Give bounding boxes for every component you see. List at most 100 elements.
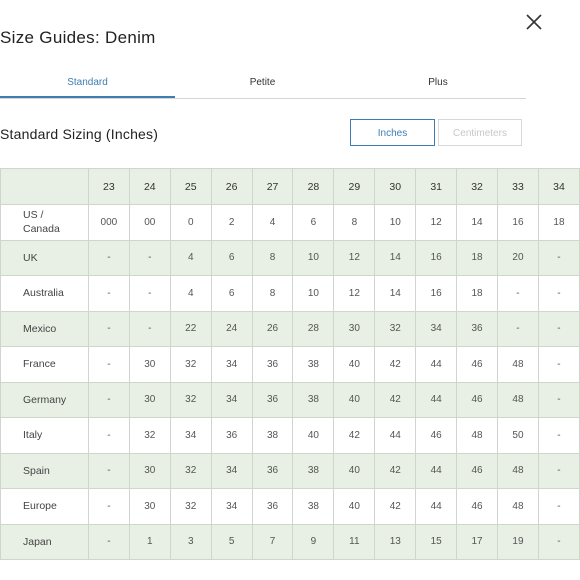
table-row: Europe -30 32 34 36 38 40 42 44 46 48- — [0, 488, 580, 525]
table-cell: - — [87, 523, 130, 560]
row-label-text: Japan — [23, 535, 52, 548]
inches-button[interactable]: Inches — [350, 119, 435, 146]
table-cell: 46 — [456, 346, 499, 383]
row-label: Spain — [0, 452, 89, 489]
table-header-size: 31 — [415, 168, 458, 205]
close-icon — [526, 14, 542, 30]
table-cell: - — [128, 239, 171, 276]
table-cell: 10 — [374, 204, 417, 241]
table-cell: 50 — [497, 417, 539, 454]
table-cell: 32 — [169, 346, 212, 383]
table-cell: 44 — [415, 488, 458, 525]
table-cell: - — [87, 452, 130, 489]
table-cell: - — [537, 417, 580, 454]
table-cell: 38 — [292, 452, 335, 489]
table-cell: - — [87, 488, 130, 525]
table-cell: 18 — [456, 275, 499, 312]
tab-petite[interactable]: Petite — [249, 77, 276, 88]
table-cell: 0 — [169, 204, 212, 241]
table-cell: 26 — [251, 310, 294, 347]
table-cell: 36 — [210, 417, 253, 454]
table-row: Mexico - -22 24 26 28 30 32 34 36- - — [0, 310, 580, 347]
row-label-text: Spain — [23, 464, 50, 477]
table-cell: 48 — [497, 452, 539, 489]
table-row: US / Canada 000 00 0 2 4 6 8 10 12 14 16 18 — [0, 204, 580, 241]
table-cell: - — [537, 523, 580, 560]
table-header-size: 25 — [169, 168, 212, 205]
table-cell: 12 — [333, 275, 376, 312]
row-label-text: Europe — [23, 500, 57, 513]
table-cell: - — [537, 275, 580, 312]
row-label-text: France — [23, 358, 56, 371]
table-cell: - — [537, 239, 580, 276]
table-cell: 13 — [374, 523, 417, 560]
table-cell: 4 — [169, 239, 212, 276]
table-row: UK - -4 6 8 10 12 14 16 18 20- — [0, 239, 580, 276]
row-label-text: Germany — [23, 393, 67, 406]
table-cell: 4 — [251, 204, 294, 241]
table-cell: 4 — [169, 275, 212, 312]
table-header-size: 24 — [128, 168, 171, 205]
table-cell: 32 — [128, 417, 171, 454]
table-cell: - — [537, 381, 580, 418]
table-cell: 48 — [497, 488, 539, 525]
table-cell: 14 — [374, 275, 417, 312]
table-cell: 7 — [251, 523, 294, 560]
table-cell: 20 — [497, 239, 539, 276]
section-title: Standard Sizing (Inches) — [0, 126, 159, 142]
table-cell: 46 — [456, 488, 499, 525]
table-header-size: 26 — [210, 168, 253, 205]
table-cell: 46 — [415, 417, 458, 454]
table-cell: 17 — [456, 523, 499, 560]
table-header-size: 23 — [87, 168, 130, 205]
table-cell: 40 — [333, 346, 376, 383]
table-cell: 32 — [169, 452, 212, 489]
row-label: Italy — [0, 417, 89, 454]
table-cell: 28 — [292, 310, 335, 347]
tab-standard[interactable]: Standard — [0, 74, 175, 98]
close-button[interactable] — [522, 10, 546, 34]
table-cell: 30 — [128, 488, 171, 525]
table-cell: 16 — [415, 275, 458, 312]
table-cell: 44 — [415, 346, 458, 383]
table-cell: 48 — [497, 346, 539, 383]
table-header-size: 28 — [292, 168, 335, 205]
centimeters-button[interactable]: Centimeters — [438, 119, 522, 146]
row-label-text: Australia — [23, 287, 64, 300]
table-header-size: 33 — [497, 168, 539, 205]
table-cell: 16 — [415, 239, 458, 276]
table-cell: 38 — [292, 346, 335, 383]
row-label: France — [0, 346, 89, 383]
row-label: Japan — [0, 523, 89, 560]
table-cell: - — [537, 346, 580, 383]
table-cell: 42 — [374, 452, 417, 489]
table-cell: 34 — [415, 310, 458, 347]
table-row: Japan -1 3 5 7 9 11 13 15 17 19- — [0, 523, 580, 560]
table-cell: 11 — [333, 523, 376, 560]
table-cell: 1 — [128, 523, 171, 560]
tab-plus[interactable]: Plus — [428, 77, 448, 88]
table-cell: 6 — [210, 275, 253, 312]
table-cell: 48 — [456, 417, 499, 454]
size-tabs: Standard Petite Plus — [0, 74, 526, 99]
table-cell: 14 — [456, 204, 499, 241]
table-cell: 40 — [292, 417, 335, 454]
table-cell: 24 — [210, 310, 253, 347]
table-cell: 44 — [415, 452, 458, 489]
table-cell: 14 — [374, 239, 417, 276]
table-cell: 5 — [210, 523, 253, 560]
table-header-size: 29 — [333, 168, 376, 205]
table-cell: 38 — [292, 488, 335, 525]
row-label: UK — [0, 239, 89, 276]
table-cell: 44 — [374, 417, 417, 454]
row-label-text: Mexico — [23, 322, 57, 335]
row-label: Mexico — [0, 310, 89, 347]
table-cell: - — [87, 275, 130, 312]
table-cell: 8 — [251, 275, 294, 312]
table-cell: 15 — [415, 523, 458, 560]
table-row: Spain -30 32 34 36 38 40 42 44 46 48- — [0, 452, 580, 489]
size-table: 23 24 25 26 27 28 29 30 31 32 33 34 US / Canada 000 00… — [0, 168, 580, 560]
table-cell: - — [497, 310, 539, 347]
table-cell: 46 — [456, 452, 499, 489]
table-cell: 34 — [210, 346, 253, 383]
